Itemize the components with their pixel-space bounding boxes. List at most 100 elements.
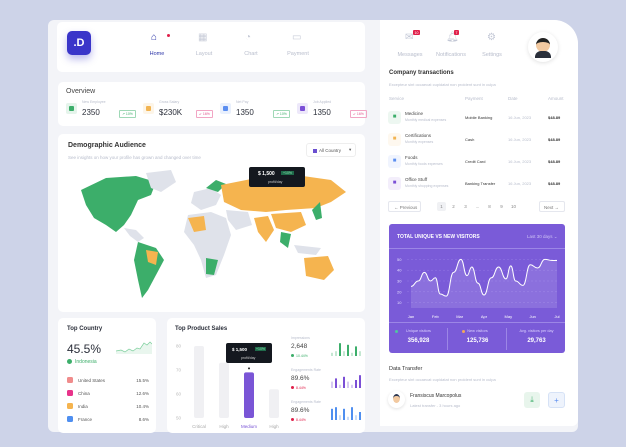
payment-method: Mobile Banking <box>465 115 493 120</box>
stat-change-badge: ↙ 16% <box>350 110 367 118</box>
mini-bar <box>359 351 361 356</box>
legend-dot <box>395 330 398 333</box>
divider <box>389 248 565 249</box>
count-badge: 7 <box>454 30 459 35</box>
service-desc: Monthly foods expenses <box>405 162 443 166</box>
transfer-subtitle: Excepteur sint occaecat cupidatat non pr… <box>389 377 496 382</box>
date: 16 Jun, 2023 <box>508 115 532 120</box>
topnav-notifications[interactable]: 🔔︎ 7 Notifications <box>431 30 471 60</box>
service-desc: Monthly shopping expenses <box>405 184 449 188</box>
divider <box>389 322 565 323</box>
stat-value: 2350 <box>82 108 100 117</box>
download-button[interactable]: ⤓ <box>524 392 540 408</box>
bar <box>269 389 279 418</box>
filter-swatch <box>313 149 317 153</box>
stat-label: Net Pay <box>236 100 249 104</box>
metric-1: Engagements Rate 89.6% 8.44% <box>291 368 363 398</box>
page-1[interactable]: 1 <box>437 202 446 211</box>
logo[interactable]: .D <box>67 31 91 55</box>
mini-bar <box>355 415 357 420</box>
stat-icon <box>220 103 231 114</box>
mini-bar <box>351 384 353 388</box>
nav-chart[interactable]: ◔ Chart <box>231 32 271 62</box>
mini-bar <box>331 408 333 420</box>
nav-label: Chart <box>244 51 258 57</box>
transaction-row[interactable]: ■ Medicine Monthly medical expenses Mobile … <box>388 109 568 125</box>
country-value: 12.6% <box>136 391 149 396</box>
map-tooltip: $ 1,500 +10% profit/day <box>249 167 305 187</box>
topnav-messages[interactable]: ✉ 10 Messages <box>390 30 430 60</box>
metric-value: 89.6% <box>291 407 310 414</box>
mini-bar <box>351 352 353 356</box>
visitor-stat: Avg. visitors per day 29,763 <box>507 328 565 350</box>
amount: $48.89 <box>548 137 561 142</box>
page-3[interactable]: 3 <box>464 204 467 209</box>
visitors-title: TOTAL UNIQUE VS NEW VISITORS <box>397 234 480 240</box>
mail-icon: ✉ <box>405 32 414 43</box>
area-fill <box>411 259 557 308</box>
notification-dot <box>167 34 170 37</box>
nav-home[interactable]: ⌂ Home <box>137 32 177 62</box>
download-icon: ⤓ <box>530 395 534 404</box>
stat-icon <box>66 103 77 114</box>
bell-icon: 🔔︎ <box>446 32 459 43</box>
nav-payment[interactable]: ▭ Payment <box>278 32 318 62</box>
column-header: Date <box>508 96 518 101</box>
y-tick: 50 <box>397 257 402 262</box>
mini-bar <box>347 381 349 388</box>
bar <box>194 346 204 418</box>
x-tick: High <box>269 424 279 429</box>
transaction-row[interactable]: ■ Office Stuff Monthly shopping expenses Ba… <box>388 175 568 191</box>
country-item: United States 15.5% <box>67 377 151 385</box>
country-name: France <box>78 417 93 422</box>
range-dropdown[interactable]: Last 30 days ⌄ <box>527 234 558 239</box>
service-desc: Monthly expenses <box>405 140 434 144</box>
page-8[interactable]: 8 <box>488 204 491 209</box>
cutlery-icon: ■ <box>388 155 401 168</box>
metric-label: Engagements Rate <box>291 368 321 372</box>
metric-value: 89.6% <box>291 375 310 382</box>
page-10[interactable]: 10 <box>510 204 516 209</box>
country-value: 8.6% <box>138 417 149 422</box>
page-9[interactable]: 9 <box>500 204 503 209</box>
transaction-row[interactable]: ■ Foods Monthly foods expenses Credit Card 1… <box>388 153 568 169</box>
topnav-settings[interactable]: ⚙ Settings <box>472 32 512 60</box>
next-label: Next → <box>544 205 560 210</box>
user-avatar[interactable] <box>528 32 558 62</box>
x-tick: High <box>219 424 229 429</box>
page-...[interactable]: ... <box>475 204 480 209</box>
payment-method: Banking Transfer <box>465 181 496 186</box>
amount: $48.89 <box>548 115 561 120</box>
country-filter-dropdown[interactable]: All Country ▾ <box>306 143 356 157</box>
world-map[interactable] <box>76 170 356 305</box>
previous-button[interactable]: ← Previous <box>388 201 421 212</box>
product-bar-chart: 50 60 70 80 Critical High Medium High <box>176 344 279 430</box>
country-value: 15.5% <box>136 378 149 383</box>
add-button[interactable]: + <box>548 392 565 408</box>
x-tick: Apr <box>481 314 488 319</box>
stat-icon <box>143 103 154 114</box>
nav-layout[interactable]: ▦ Layout <box>184 32 224 62</box>
check-icon <box>67 359 72 364</box>
demographic-card: Demographic Audience See insights on how… <box>58 134 365 312</box>
date: 16 Jun, 2023 <box>508 181 532 186</box>
transfer-name: Fransiscus Marcopolus <box>410 393 462 399</box>
next-button[interactable]: Next → <box>539 201 565 212</box>
visitors-card: TOTAL UNIQUE VS NEW VISITORS Last 30 day… <box>389 224 565 353</box>
mini-bar <box>351 407 353 420</box>
pie-chart-icon: ◔ <box>245 32 252 43</box>
mini-bar <box>359 412 361 420</box>
stat-3: Job Applied 1350 ↙ 16% <box>297 100 369 120</box>
top-country-value: 45.5% <box>67 342 102 356</box>
chevron-down-icon: ▾ <box>349 147 352 152</box>
top-country-title: Top Country <box>67 326 103 332</box>
country-item: France 8.6% <box>67 416 151 424</box>
plus-icon: + <box>554 396 559 405</box>
stat-0: New Employee 2350 ↗ 10% <box>66 100 138 120</box>
visitor-stat-value: 356,928 <box>407 338 430 344</box>
page-2[interactable]: 2 <box>452 204 455 209</box>
legend-dot <box>462 330 465 333</box>
transaction-row[interactable]: ■ Certifications Monthly expenses Cash 16 Ju… <box>388 131 568 147</box>
header-bar: .D ⌂ Home ▦ Layout ◔ Chart ▭ Payment <box>57 22 365 72</box>
mini-bar-chart <box>331 375 361 388</box>
